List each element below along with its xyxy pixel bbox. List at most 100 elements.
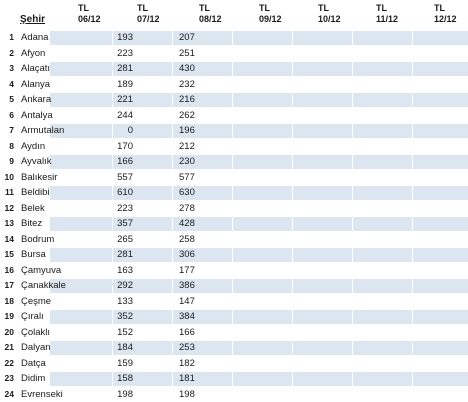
value-0612: 357 (93, 216, 133, 232)
value-0712: 182 (179, 356, 209, 372)
column-separator (172, 93, 173, 107)
value-0712: 577 (179, 170, 209, 186)
column-separator (232, 264, 233, 278)
column-separator (172, 310, 173, 324)
column-separator (352, 326, 353, 340)
column-separator (412, 93, 413, 107)
city-name: Ankara (21, 92, 51, 108)
column-separator (352, 264, 353, 278)
row-number: 3 (0, 61, 14, 77)
column-separator (352, 109, 353, 123)
row-number: 21 (0, 340, 14, 356)
column-separator (292, 326, 293, 340)
column-separator (412, 31, 413, 45)
city-name: Alanya (21, 77, 50, 93)
value-0712: 386 (179, 278, 209, 294)
column-separator (352, 31, 353, 45)
column-separator (232, 155, 233, 169)
value-0612: 159 (93, 356, 133, 372)
value-0612: 610 (93, 185, 133, 201)
value-0712: 251 (179, 46, 209, 62)
column-separator (172, 47, 173, 61)
value-0712: 278 (179, 201, 209, 217)
column-separator (412, 124, 413, 138)
column-separator (172, 264, 173, 278)
column-separator (232, 124, 233, 138)
column-header-0612: TL 06/12 (78, 3, 138, 25)
column-separator (232, 279, 233, 293)
value-0712: 384 (179, 309, 209, 325)
column-separator (292, 295, 293, 309)
row-number: 6 (0, 108, 14, 124)
column-separator (232, 47, 233, 61)
column-separator (292, 124, 293, 138)
city-column-header: Şehir (20, 14, 45, 25)
column-separator (412, 326, 413, 340)
column-separator (172, 78, 173, 92)
city-name: Beldibi (21, 185, 50, 201)
column-separator (172, 295, 173, 309)
column-separator (172, 372, 173, 386)
column-header-1012: TL 10/12 (318, 3, 378, 25)
column-separator (412, 62, 413, 76)
column-separator (352, 233, 353, 247)
column-separator (232, 78, 233, 92)
value-0612: 133 (93, 294, 133, 310)
column-separator (412, 279, 413, 293)
row-number: 10 (0, 170, 14, 186)
column-header-1112: TL 11/12 (376, 3, 436, 25)
city-name: Aydın (21, 139, 45, 155)
column-separator (352, 372, 353, 386)
value-0612: 166 (93, 154, 133, 170)
column-separator (172, 186, 173, 200)
column-separator (232, 93, 233, 107)
column-separator (352, 78, 353, 92)
column-unit: TL (318, 3, 378, 14)
column-separator (232, 217, 233, 231)
value-0612: 163 (93, 263, 133, 279)
city-name: Armutalan (21, 123, 64, 139)
value-0712: 147 (179, 294, 209, 310)
column-separator (412, 233, 413, 247)
row-number: 5 (0, 92, 14, 108)
column-header-0912: TL 09/12 (259, 3, 319, 25)
column-separator (232, 341, 233, 355)
column-separator (232, 62, 233, 76)
column-separator (352, 295, 353, 309)
column-separator (172, 124, 173, 138)
column-separator (232, 295, 233, 309)
column-separator (412, 186, 413, 200)
column-unit: TL (376, 3, 436, 14)
column-separator (172, 31, 173, 45)
city-name: Çanakkale (21, 278, 66, 294)
city-name: Antalya (21, 108, 53, 124)
column-separator (412, 217, 413, 231)
value-0712: 177 (179, 263, 209, 279)
value-0712: 430 (179, 61, 209, 77)
value-0712: 196 (179, 123, 209, 139)
column-separator (412, 295, 413, 309)
city-name: Didim (21, 371, 45, 387)
city-name: Alaçatı (21, 61, 50, 77)
row-number: 7 (0, 123, 14, 139)
column-separator (172, 357, 173, 371)
column-date: 09/12 (259, 14, 319, 25)
column-separator (292, 109, 293, 123)
row-number: 18 (0, 294, 14, 310)
value-0712: 181 (179, 371, 209, 387)
column-separator (412, 341, 413, 355)
column-date: 06/12 (78, 14, 138, 25)
row-number: 14 (0, 232, 14, 248)
column-separator (352, 171, 353, 185)
column-unit: TL (434, 3, 468, 14)
column-separator (172, 279, 173, 293)
column-separator (412, 171, 413, 185)
value-0612: 223 (93, 201, 133, 217)
column-separator (172, 341, 173, 355)
column-separator (352, 47, 353, 61)
column-separator (412, 78, 413, 92)
